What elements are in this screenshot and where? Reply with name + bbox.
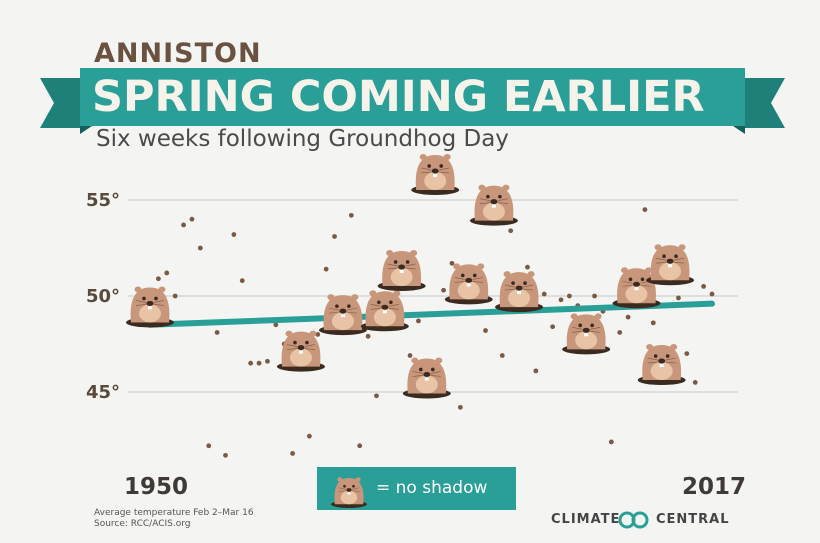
data-point-2000 xyxy=(567,293,572,299)
trend-line xyxy=(147,300,715,328)
data-point-1992 xyxy=(499,353,505,358)
x-tick-label-start: 1950 xyxy=(124,474,189,500)
data-point-1972 xyxy=(332,234,337,239)
data-point-2006 xyxy=(617,330,623,335)
data-point-1977 xyxy=(374,393,379,399)
y-tick-label-45: 45° xyxy=(86,382,121,403)
data-point-1974 xyxy=(348,212,354,218)
groundhog-point-1980 xyxy=(377,249,426,292)
data-point-2009 xyxy=(642,207,648,213)
data-point-1967 xyxy=(290,451,295,456)
data-point-2010 xyxy=(650,320,656,326)
page-title: SPRING COMING EARLIER xyxy=(92,72,705,122)
data-point-1982 xyxy=(416,318,421,324)
brand-central: CENTRAL xyxy=(656,512,730,527)
data-point-1975 xyxy=(357,443,363,449)
data-point-2017 xyxy=(709,291,715,297)
data-point-1960 xyxy=(231,232,237,237)
data-point-1959 xyxy=(223,452,228,458)
footnote-source: Source: RCC/ACIS.org xyxy=(94,519,191,529)
data-point-1987 xyxy=(457,404,463,410)
title-banner xyxy=(40,68,785,134)
data-point-1998 xyxy=(550,324,556,330)
data-point-2014 xyxy=(684,351,690,356)
data-point-2013 xyxy=(676,295,681,301)
groundhog-point-1973 xyxy=(318,293,368,336)
groundhog-point-1988 xyxy=(444,263,494,305)
data-point-1962 xyxy=(248,360,254,366)
data-point-1986 xyxy=(449,260,455,266)
data-point-1958 xyxy=(214,330,220,335)
groundhog-point-2002 xyxy=(561,313,611,355)
data-point-1954 xyxy=(181,222,186,228)
data-point-1995 xyxy=(525,264,530,270)
climate-central-logo-icon xyxy=(618,511,649,529)
groundhog-point-2012 xyxy=(645,243,695,286)
data-point-2016 xyxy=(701,284,707,289)
groundhog-point-1950 xyxy=(125,286,175,328)
legend-label: = no shadow xyxy=(376,478,488,498)
data-point-2005 xyxy=(608,439,614,445)
groundhog-point-2011 xyxy=(637,343,686,386)
data-point-1969 xyxy=(306,433,312,439)
groundhog-point-1984 xyxy=(410,153,460,196)
y-tick-label-50: 50° xyxy=(86,286,121,307)
data-point-2003 xyxy=(592,293,597,299)
x-tick-label-end: 2017 xyxy=(682,474,747,500)
groundhog-point-1983 xyxy=(402,357,452,399)
city-name: ANNISTON xyxy=(94,38,262,69)
groundhog-markers xyxy=(125,153,695,399)
data-point-2007 xyxy=(625,314,631,320)
data-point-1952 xyxy=(164,270,170,276)
y-tick-label-55: 55° xyxy=(86,190,121,211)
data-point-1951 xyxy=(155,276,161,282)
footnote-average: Average temperature Feb 2–Mar 16 xyxy=(94,508,254,518)
data-point-1957 xyxy=(206,443,212,449)
data-point-1956 xyxy=(197,245,203,251)
groundhog-point-1994 xyxy=(494,270,544,313)
data-point-1997 xyxy=(541,291,547,297)
page-subtitle: Six weeks following Groundhog Day xyxy=(96,126,509,152)
data-point-1964 xyxy=(265,358,270,364)
data-point-1990 xyxy=(483,328,488,333)
data-dots xyxy=(155,207,715,458)
legend-groundhog-icon xyxy=(330,477,368,509)
data-point-1985 xyxy=(441,287,446,293)
groundhog-point-1991 xyxy=(469,184,519,226)
brand-climate: CLIMATE xyxy=(551,512,621,527)
data-point-1996 xyxy=(533,368,539,374)
data-point-1961 xyxy=(239,278,245,284)
data-point-1976 xyxy=(365,333,371,339)
data-point-1953 xyxy=(172,293,178,299)
data-point-1965 xyxy=(273,322,279,328)
data-point-1970 xyxy=(315,332,321,337)
data-point-1999 xyxy=(558,297,564,303)
data-point-1963 xyxy=(256,360,262,366)
data-point-1993 xyxy=(508,228,514,234)
data-point-2015 xyxy=(692,380,698,385)
data-point-1981 xyxy=(407,353,413,358)
data-point-1971 xyxy=(323,266,329,272)
data-point-1955 xyxy=(189,216,195,222)
